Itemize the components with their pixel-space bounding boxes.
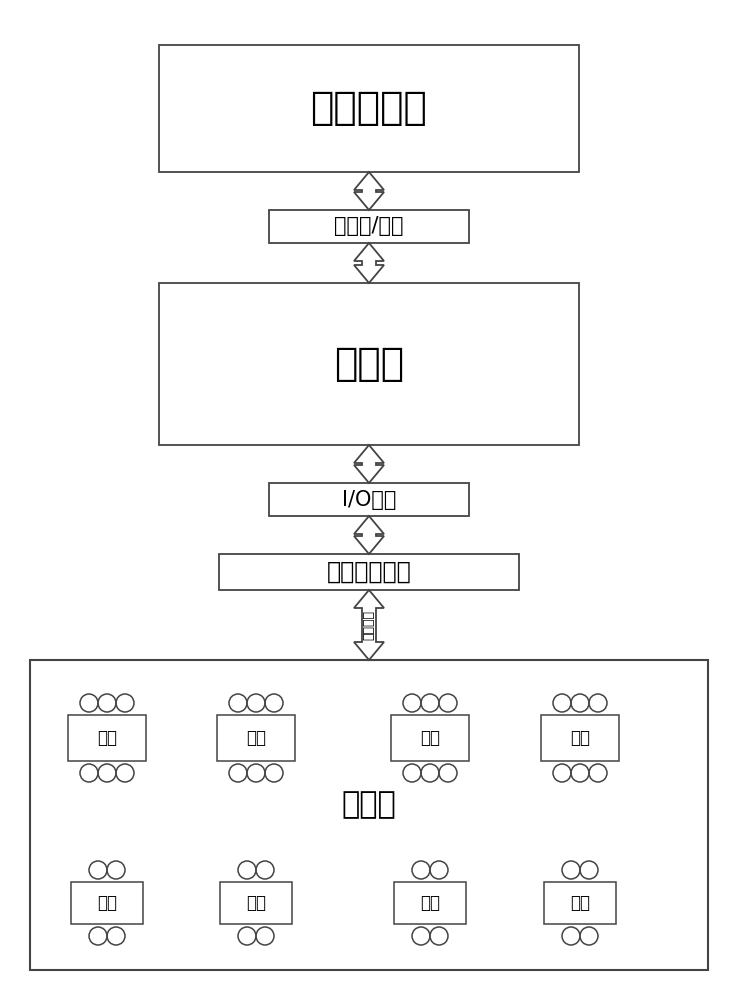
Text: 排线端接: 排线端接 — [362, 610, 376, 640]
Polygon shape — [354, 445, 384, 483]
Text: 器件: 器件 — [246, 729, 266, 747]
Text: 器件: 器件 — [97, 729, 117, 747]
Bar — [220, 882, 292, 924]
Text: 器件: 器件 — [570, 729, 590, 747]
Text: 器件: 器件 — [246, 894, 266, 912]
Bar — [71, 882, 143, 924]
Text: 控制器: 控制器 — [334, 345, 404, 383]
Text: 双向光电隔离: 双向光电隔离 — [327, 560, 411, 584]
Text: 主控计算机: 主控计算机 — [311, 90, 427, 127]
Polygon shape — [354, 172, 384, 210]
Bar — [541, 715, 619, 761]
Polygon shape — [354, 516, 384, 554]
Text: 器件: 器件 — [570, 894, 590, 912]
Text: 局域网/总线: 局域网/总线 — [334, 217, 404, 236]
Text: 器件: 器件 — [420, 894, 440, 912]
Bar — [217, 715, 295, 761]
Text: I/O扩展: I/O扩展 — [342, 489, 396, 510]
Polygon shape — [354, 590, 384, 660]
Text: 器件: 器件 — [420, 729, 440, 747]
Bar — [219, 554, 519, 590]
Bar — [269, 483, 469, 516]
Bar — [544, 882, 616, 924]
Polygon shape — [354, 243, 384, 283]
Bar — [394, 882, 466, 924]
Bar — [159, 283, 579, 445]
Bar — [30, 660, 708, 970]
Text: 器件板: 器件板 — [342, 790, 396, 820]
Bar — [159, 45, 579, 172]
Bar — [269, 210, 469, 243]
Bar — [391, 715, 469, 761]
Text: 器件: 器件 — [97, 894, 117, 912]
Bar — [68, 715, 146, 761]
